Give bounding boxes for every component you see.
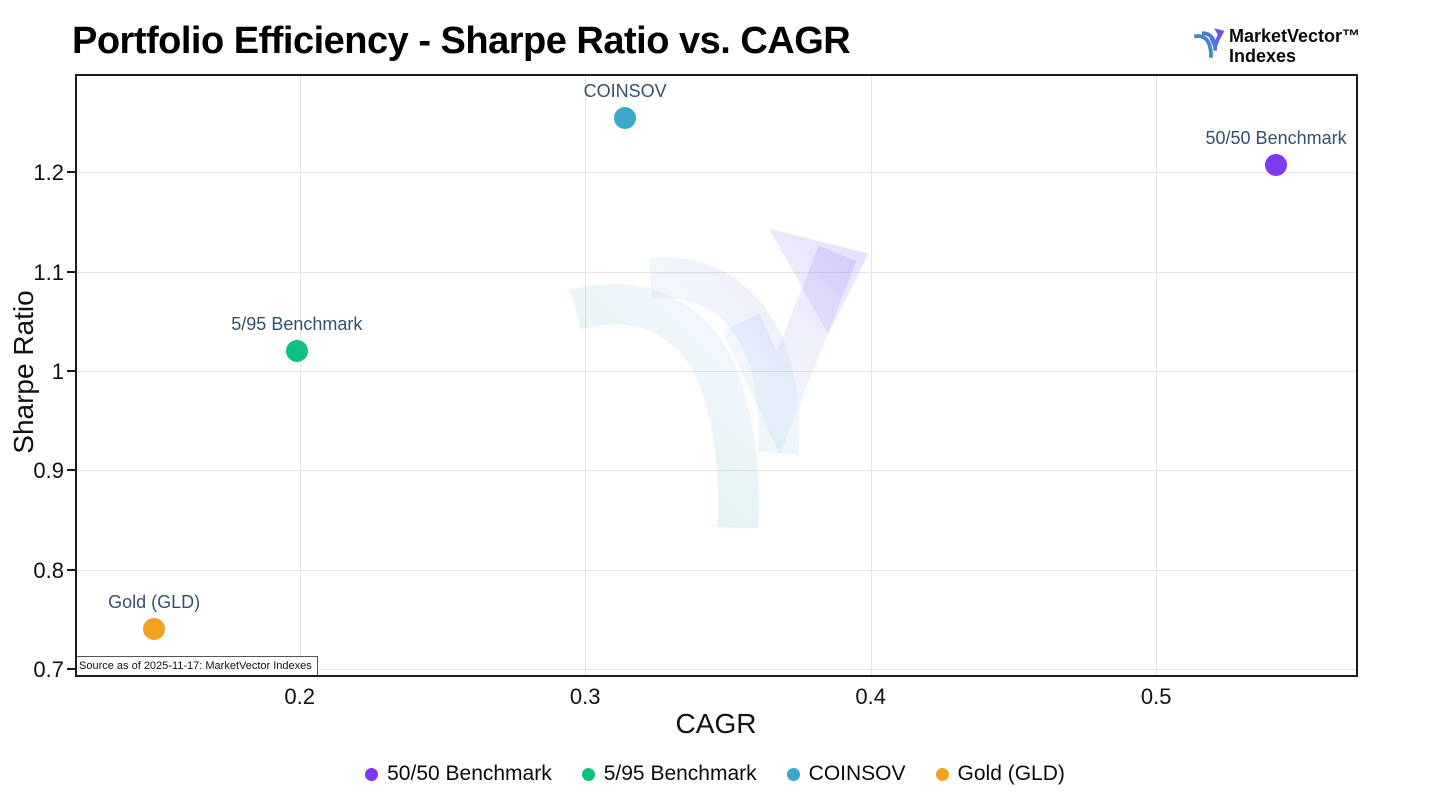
legend-item-gold-gld[interactable]: Gold (GLD)	[935, 762, 1065, 786]
y-tick-mark	[67, 270, 75, 273]
brand-name-line2: Indexes	[1229, 46, 1297, 66]
gridline-horizontal	[77, 371, 1356, 373]
y-tick-label: 0.9	[33, 458, 64, 484]
scatter-point-coinsov[interactable]	[614, 106, 637, 129]
gridline-horizontal	[77, 271, 1356, 273]
x-axis-title: CAGR	[675, 708, 757, 739]
brand-name-line1: MarketVector™	[1229, 26, 1361, 46]
legend-label: 50/50 Benchmark	[387, 762, 552, 785]
legend-dot	[935, 767, 949, 781]
legend-item-50-50-benchmark[interactable]: 50/50 Benchmark	[365, 762, 552, 786]
source-note: Source as of 2025-11-17: MarketVector In…	[77, 656, 318, 675]
legend-label: 5/95 Benchmark	[603, 762, 757, 785]
legend-item-5-95-benchmark[interactable]: 5/95 Benchmark	[581, 762, 757, 786]
point-label-50-50-benchmark: 50/50 Benchmark	[1205, 128, 1347, 149]
legend-label: COINSOV	[808, 762, 906, 785]
gridline-horizontal	[77, 569, 1356, 571]
y-tick-label: 0.8	[33, 557, 64, 583]
legend-dot	[581, 767, 595, 781]
brand-logo: MarketVector™ Indexes	[1193, 26, 1360, 66]
chart-title: Portfolio Efficiency - Sharpe Ratio vs. …	[72, 20, 851, 62]
y-tick-mark	[67, 668, 75, 671]
scatter-point-5-95-benchmark[interactable]	[285, 340, 308, 363]
y-tick-mark	[67, 469, 75, 472]
gridline-horizontal	[77, 470, 1356, 472]
gridline-horizontal	[77, 172, 1356, 174]
legend-item-coinsov[interactable]: COINSOV	[786, 762, 906, 786]
y-tick-mark	[67, 568, 75, 571]
x-tick-label: 0.2	[284, 684, 315, 709]
marketvector-logo-icon	[1193, 28, 1225, 58]
gridline-vertical	[870, 76, 872, 675]
point-label-coinsov: COINSOV	[583, 80, 667, 101]
x-tick-label: 0.4	[855, 684, 886, 709]
y-axis-title: Sharpe Ratio	[8, 290, 39, 454]
gridline-vertical	[1156, 76, 1158, 675]
legend-dot	[786, 767, 800, 781]
scatter-point-gold-gld[interactable]	[143, 618, 166, 641]
x-tick-label: 0.5	[1140, 684, 1172, 709]
y-tick-label: 0.7	[33, 657, 64, 683]
legend-dot	[365, 767, 379, 781]
y-tick-mark	[67, 370, 75, 373]
legend: 50/50 Benchmark 5/95 Benchmark COINSOV Gold…	[0, 762, 1430, 786]
y-tick-label: 1	[51, 359, 64, 385]
point-label-gold-gld: Gold (GLD)	[108, 592, 201, 613]
y-tick-label: 1.2	[33, 160, 64, 186]
x-tick-label: 0.3	[569, 684, 601, 709]
legend-label: Gold (GLD)	[957, 762, 1065, 785]
scatter-point-50-50-benchmark[interactable]	[1265, 154, 1288, 177]
gridline-horizontal	[77, 669, 1356, 671]
plot-area	[75, 74, 1358, 677]
y-tick-label: 1.1	[33, 259, 64, 285]
point-label-5-95-benchmark: 5/95 Benchmark	[231, 314, 363, 335]
y-tick-mark	[67, 171, 75, 174]
gridline-vertical	[299, 76, 301, 675]
gridline-vertical	[585, 76, 587, 675]
